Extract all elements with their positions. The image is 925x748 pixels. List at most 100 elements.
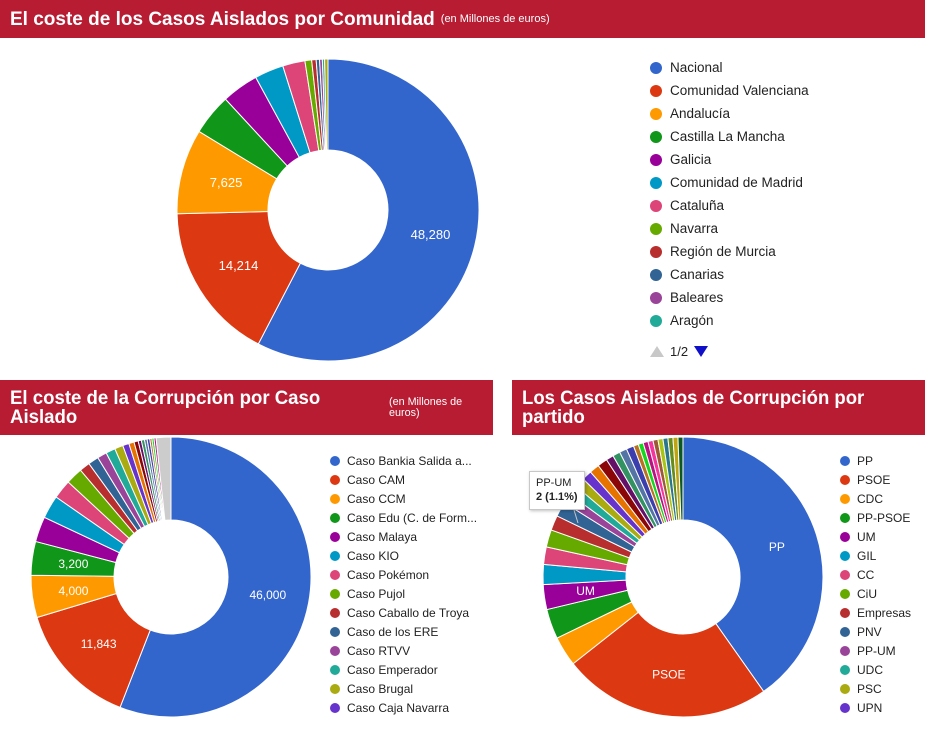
- legend-comunidad: Nacional Comunidad Valenciana Andalucía Cas…: [650, 56, 809, 332]
- legend-swatch-icon: [330, 645, 340, 656]
- legend-item[interactable]: Castilla La Mancha: [650, 125, 809, 148]
- legend-item[interactable]: Caso Pujol: [330, 584, 477, 603]
- legend-item[interactable]: Galicia: [650, 148, 809, 171]
- panel-caso: El coste de la Corrupción por Caso Aisla…: [0, 380, 495, 748]
- legend-label: UDC: [857, 662, 883, 677]
- chart-title: Los Casos Aislados de Corrupción por par…: [522, 387, 865, 428]
- legend-label: Caso Edu (C. de Form...: [347, 510, 478, 525]
- legend-label: Caso Malaya: [347, 529, 418, 544]
- legend-swatch-icon: [840, 474, 850, 485]
- chart-title: El coste de los Casos Aislados por Comun…: [10, 8, 435, 30]
- legend-swatch-icon: [840, 626, 850, 637]
- legend-swatch-icon: [330, 455, 340, 466]
- legend-item[interactable]: Baleares: [650, 286, 809, 309]
- legend-label: CDC: [857, 491, 883, 506]
- legend-swatch-icon: [840, 512, 850, 523]
- legend-swatch-icon: [840, 531, 850, 542]
- pager-text: 1/2: [670, 344, 689, 359]
- legend-swatch-icon: [650, 107, 662, 120]
- legend-item[interactable]: Nacional: [650, 56, 809, 79]
- legend-label: Caso CCM: [347, 491, 406, 506]
- legend-item[interactable]: Andalucía: [650, 102, 809, 125]
- data-label: 46,000: [249, 588, 286, 602]
- legend-item[interactable]: CC: [840, 565, 911, 584]
- legend-item[interactable]: Comunidad Valenciana: [650, 79, 809, 102]
- legend-item[interactable]: Caso Caja Navarra: [330, 698, 477, 717]
- chart-tooltip: PP-UM 2 (1.1%): [529, 471, 585, 510]
- legend-label: Caso Emperador: [347, 662, 438, 677]
- legend-label: PP-PSOE: [857, 510, 911, 525]
- legend-item[interactable]: PSOE: [840, 470, 911, 489]
- legend-label: Andalucía: [670, 106, 731, 121]
- donut-chart-comunidad[interactable]: 48,280 14,214 7,625: [0, 38, 640, 373]
- pager-prev-icon[interactable]: [650, 346, 664, 357]
- legend-swatch-icon: [330, 626, 340, 637]
- legend-label: Caso de los ERE: [347, 624, 439, 639]
- pie-slice-nacional[interactable]: [257, 58, 480, 362]
- data-label: PSOE: [652, 667, 685, 681]
- legend-item[interactable]: UM: [840, 527, 911, 546]
- legend-swatch-icon: [840, 455, 850, 466]
- pie-slice-psoe[interactable]: [572, 611, 765, 718]
- legend-item[interactable]: Cataluña: [650, 194, 809, 217]
- legend-label: Caso RTVV: [347, 643, 411, 658]
- pie-slice-p30[interactable]: [677, 436, 684, 521]
- legend-swatch-icon: [650, 176, 662, 189]
- chart-subtitle: (en Millones de euros): [388, 395, 462, 419]
- pie-slice-caso-bankia-salida-a-[interactable]: [119, 436, 312, 718]
- legend-swatch-icon: [330, 588, 340, 599]
- pie-slice-pp[interactable]: [682, 436, 824, 693]
- legend-item[interactable]: UDC: [840, 660, 911, 679]
- legend-item[interactable]: Caso Brugal: [330, 679, 477, 698]
- pie-slice-otros[interactable]: [324, 58, 329, 151]
- legend-item[interactable]: CiU: [840, 584, 911, 603]
- legend-label: Comunidad de Madrid: [670, 175, 803, 190]
- legend-swatch-icon: [650, 268, 662, 281]
- legend-item[interactable]: Aragón: [650, 309, 809, 332]
- legend-item[interactable]: Caso Caballo de Troya: [330, 603, 477, 622]
- legend-swatch-icon: [330, 512, 340, 523]
- legend-item[interactable]: Caso Malaya: [330, 527, 477, 546]
- legend-item[interactable]: Canarias: [650, 263, 809, 286]
- legend-label: CiU: [857, 586, 877, 601]
- pie-slice-comunidad-valenciana[interactable]: [176, 210, 301, 345]
- legend-swatch-icon: [650, 291, 662, 304]
- donut-chart-partido[interactable]: PP PSOE UM: [512, 435, 832, 748]
- legend-swatch-icon: [840, 493, 850, 504]
- legend-item[interactable]: Caso de los ERE: [330, 622, 477, 641]
- legend-label: Caso Brugal: [347, 681, 414, 696]
- data-label: 4,000: [58, 584, 88, 598]
- legend-item[interactable]: PP-PSOE: [840, 508, 911, 527]
- pie-slice-otros-10[interactable]: [155, 436, 172, 521]
- legend-item[interactable]: PP-UM: [840, 641, 911, 660]
- donut-chart-caso[interactable]: 46,000 11,843 4,000 3,200: [0, 435, 320, 748]
- legend-item[interactable]: Caso Pokémon: [330, 565, 477, 584]
- legend-label: Empresas: [857, 605, 912, 620]
- legend-item[interactable]: Caso Edu (C. de Form...: [330, 508, 477, 527]
- legend-item[interactable]: Caso KIO: [330, 546, 477, 565]
- legend-item[interactable]: GIL: [840, 546, 911, 565]
- legend-item[interactable]: PNV: [840, 622, 911, 641]
- chart-title: El coste de la Corrupción por Caso Aisla…: [10, 387, 321, 428]
- legend-item[interactable]: Caso CAM: [330, 470, 477, 489]
- legend-swatch-icon: [650, 153, 662, 166]
- legend-item[interactable]: Caso CCM: [330, 489, 477, 508]
- pager-next-icon[interactable]: [694, 346, 709, 357]
- legend-swatch-icon: [650, 314, 662, 327]
- legend-item[interactable]: Caso Emperador: [330, 660, 477, 679]
- legend-item[interactable]: UPN: [840, 698, 911, 717]
- legend-item[interactable]: Empresas: [840, 603, 911, 622]
- legend-item[interactable]: CDC: [840, 489, 911, 508]
- legend-item[interactable]: Caso RTVV: [330, 641, 477, 660]
- legend-item[interactable]: PP: [840, 451, 911, 470]
- legend-partido: PP PSOE CDC PP-PSOE UM GIL CC CiU Empresas PNV PP-…: [840, 451, 911, 717]
- legend-label: PSOE: [857, 472, 891, 487]
- legend-item[interactable]: Región de Murcia: [650, 240, 809, 263]
- legend-item[interactable]: Comunidad de Madrid: [650, 171, 809, 194]
- tooltip-label: PP-UM: [536, 477, 572, 489]
- legend-item[interactable]: Caso Bankia Salida a...: [330, 451, 477, 470]
- legend-item[interactable]: PSC: [840, 679, 911, 698]
- legend-item[interactable]: Navarra: [650, 217, 809, 240]
- legend-swatch-icon: [650, 61, 662, 74]
- legend-swatch-icon: [840, 607, 850, 618]
